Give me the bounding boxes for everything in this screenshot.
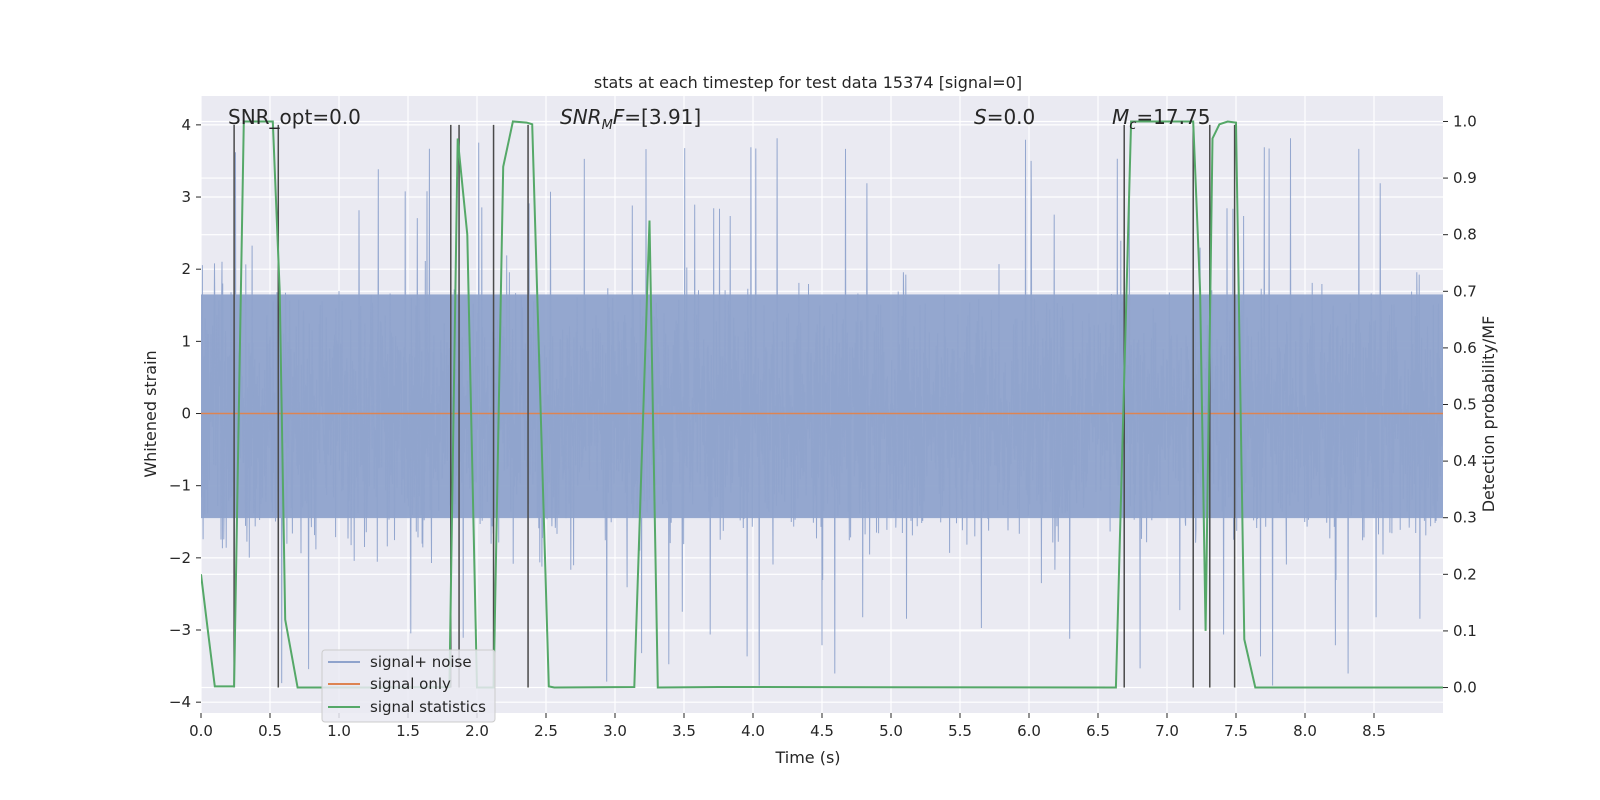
x-axis-ticks: 0.0 0.5 1.0 1.5 2.0 2.5 3.0 3.5 4.0 4.5 5.0 5.5 6.0 6…	[189, 713, 1386, 740]
y-tick-label: −3	[169, 621, 191, 639]
legend-label-signal-statistics: signal statistics	[370, 698, 486, 716]
x-tick-label: 4.5	[810, 722, 834, 740]
x-tick-label: 0.0	[189, 722, 213, 740]
x-tick-label: 3.0	[603, 722, 627, 740]
y-axis-ticks-left: −4 −3 −2 −1 0 1 2 3 4	[169, 116, 201, 711]
y-axis-label: Whitened strain	[141, 350, 160, 477]
y-tick-label: 2	[181, 260, 191, 278]
y-tick-label: 1	[181, 332, 191, 350]
y-tick-label: 3	[181, 188, 191, 206]
y-tick-label-right: 0.6	[1453, 339, 1477, 357]
x-axis-label: Time (s)	[774, 748, 840, 767]
y-tick-label-right: 0.7	[1453, 282, 1477, 300]
x-tick-label: 6.5	[1086, 722, 1110, 740]
y-tick-label-right: 0.2	[1453, 565, 1477, 583]
noise-line	[201, 138, 1443, 686]
y-tick-label: −4	[169, 693, 191, 711]
y-tick-label-right: 0.9	[1453, 169, 1477, 187]
y-tick-label-right: 0.4	[1453, 452, 1477, 470]
x-tick-label: 1.5	[396, 722, 420, 740]
x-tick-label: 3.5	[672, 722, 696, 740]
x-tick-label: 5.5	[948, 722, 972, 740]
y-tick-label: 4	[181, 116, 191, 134]
chart-title: stats at each timestep for test data 153…	[594, 73, 1022, 92]
y-axis-label-right: Detection probability/MF	[1479, 316, 1498, 513]
vertical-marker-lines	[233, 124, 1236, 688]
annotation-snr-mf: SNRMF=[3.91]	[560, 105, 701, 133]
x-tick-label: 0.5	[258, 722, 282, 740]
annotation-mc: Mc=17.75	[1112, 105, 1210, 133]
legend-label-signal-only: signal only	[370, 675, 451, 693]
y-tick-label: −2	[169, 549, 191, 567]
y-tick-label: 0	[181, 405, 191, 423]
x-tick-label: 5.0	[879, 722, 903, 740]
signal-plus-noise-series	[201, 138, 1443, 686]
annotation-s: S=0.0	[974, 105, 1035, 129]
x-tick-label: 4.0	[741, 722, 765, 740]
x-tick-label: 8.0	[1293, 722, 1317, 740]
signal-statistics-line	[201, 120, 1443, 689]
x-tick-label: 2.0	[465, 722, 489, 740]
y-tick-label-right: 0.1	[1453, 622, 1477, 640]
annotation-snr-opt: SNR_opt=0.0	[228, 105, 361, 129]
y-tick-label: −1	[169, 477, 191, 495]
x-tick-label: 8.5	[1362, 722, 1386, 740]
y-tick-label-right: 0.8	[1453, 226, 1477, 244]
x-tick-label: 7.5	[1224, 722, 1248, 740]
legend: signal+ noise signal only signal statist…	[321, 649, 496, 723]
x-tick-label: 7.0	[1155, 722, 1179, 740]
y-tick-label-right: 0.5	[1453, 396, 1477, 414]
y-axis-ticks-right: 0.0 0.1 0.2 0.3 0.4 0.5 0.6 0.7 0.8 0.9 1.0	[1443, 112, 1477, 697]
signal-statistics-series	[201, 120, 1443, 689]
x-tick-label: 6.0	[1017, 722, 1041, 740]
legend-label-signal-noise: signal+ noise	[370, 653, 472, 671]
y-tick-label-right: 0.0	[1453, 679, 1477, 697]
y-tick-label-right: 1.0	[1453, 112, 1477, 130]
x-tick-label: 1.0	[327, 722, 351, 740]
x-tick-label: 2.5	[534, 722, 558, 740]
y-tick-label-right: 0.3	[1453, 509, 1477, 527]
